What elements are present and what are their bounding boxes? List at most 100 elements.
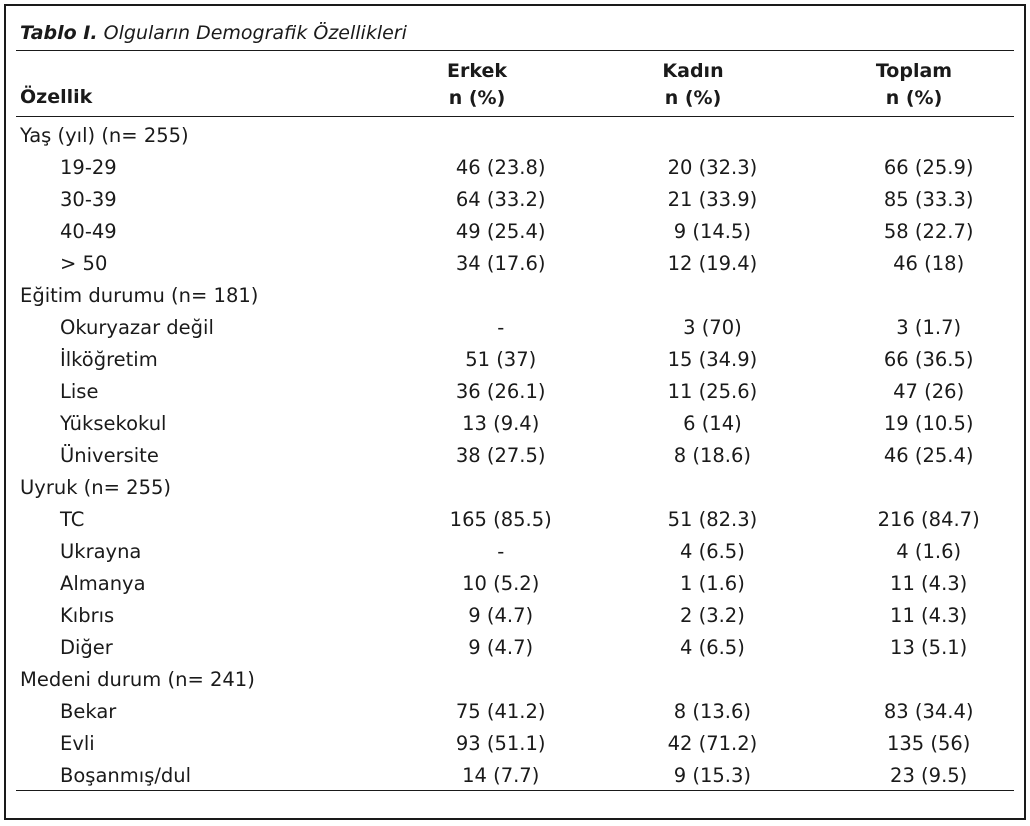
header-male-unit: n (%) <box>448 87 506 109</box>
value-male: - <box>497 539 505 563</box>
header-total-unit: n (%) <box>885 87 943 109</box>
row-label: Evli <box>60 731 95 755</box>
value-total <box>833 471 1024 503</box>
table-row: Lise 36 (26.1) 11 (25.6) 47 (26) <box>16 375 1024 407</box>
value-female: 51 (82.3) <box>667 507 758 531</box>
table-frame: Tablo I. Olguların Demografik Özellikler… <box>4 4 1026 820</box>
value-total: 19 (10.5) <box>883 411 974 435</box>
table-row: TC 165 (85.5) 51 (82.3) 216 (84.7) <box>16 503 1024 535</box>
table-group-row: Yaş (yıl) (n= 255) <box>16 119 1024 151</box>
value-total: 4 (1.6) <box>896 539 962 563</box>
value-male: 75 (41.2) <box>455 699 546 723</box>
column-gap <box>596 183 610 215</box>
group-label: Uyruk (n= 255) <box>20 475 172 499</box>
row-label: Yüksekokul <box>60 411 167 435</box>
value-total <box>833 119 1024 151</box>
row-label: Ukrayna <box>60 539 142 563</box>
row-label: Bekar <box>60 699 117 723</box>
value-total: 23 (9.5) <box>890 763 968 787</box>
table-row: Ukrayna - 4 (6.5) 4 (1.6) <box>16 535 1024 567</box>
value-total: 46 (25.4) <box>883 443 974 467</box>
table-row: Yüksekokul 13 (9.4) 6 (14) 19 (10.5) <box>16 407 1024 439</box>
column-gap <box>596 439 610 471</box>
value-total: 11 (4.3) <box>890 603 968 627</box>
column-gap <box>596 247 610 279</box>
table-row: Evli 93 (51.1) 42 (71.2) 135 (56) <box>16 727 1024 759</box>
column-gap <box>814 279 833 311</box>
column-gap <box>814 151 833 183</box>
column-gap <box>814 759 833 791</box>
header-total: Toplam n (%) <box>814 58 1014 112</box>
header-male: Erkek n (%) <box>377 58 577 112</box>
value-female: 12 (19.4) <box>667 251 758 275</box>
value-male <box>405 471 596 503</box>
table-row: Okuryazar değil - 3 (70) 3 (1.7) <box>16 311 1024 343</box>
column-gap <box>596 407 610 439</box>
table-group-row: Uyruk (n= 255) <box>16 471 1024 503</box>
table-row: 19-29 46 (23.8) 20 (32.3) 66 (25.9) <box>16 151 1024 183</box>
demographics-table: Yaş (yıl) (n= 255) 19-29 46 (23.8) 20 (32.3… <box>16 119 1024 791</box>
value-male: 38 (27.5) <box>455 443 546 467</box>
column-gap <box>596 727 610 759</box>
row-label: Almanya <box>60 571 146 595</box>
header-female-unit: n (%) <box>664 87 722 109</box>
value-male: 49 (25.4) <box>455 219 546 243</box>
value-female: 9 (15.3) <box>673 763 752 787</box>
column-gap <box>596 535 610 567</box>
column-gap <box>814 407 833 439</box>
table-row: > 50 34 (17.6) 12 (19.4) 46 (18) <box>16 247 1024 279</box>
value-female: 21 (33.9) <box>667 187 758 211</box>
row-label: Okuryazar değil <box>60 315 214 339</box>
caption-title: Olguların Demografik Özellikleri <box>97 22 407 44</box>
column-gap <box>814 247 833 279</box>
value-male: 64 (33.2) <box>455 187 546 211</box>
column-gap <box>814 503 833 535</box>
row-label: İlköğretim <box>60 347 158 371</box>
value-male: 51 (37) <box>465 347 537 371</box>
value-male <box>405 119 596 151</box>
column-gap <box>814 663 833 695</box>
column-gap <box>596 279 610 311</box>
row-label: Kıbrıs <box>60 603 115 627</box>
row-label: 30-39 <box>60 187 117 211</box>
header-total-title: Toplam <box>875 60 953 82</box>
table-row: Boşanmış/dul 14 (7.7) 9 (15.3) 23 (9.5) <box>16 759 1024 791</box>
value-total: 11 (4.3) <box>890 571 968 595</box>
value-total: 3 (1.7) <box>896 315 962 339</box>
group-label: Eğitim durumu (n= 181) <box>20 283 259 307</box>
column-gap <box>596 311 610 343</box>
value-female: 4 (6.5) <box>679 539 745 563</box>
column-gap <box>596 759 610 791</box>
column-gap <box>814 343 833 375</box>
column-gap <box>814 183 833 215</box>
caption-label: Tablo I. <box>20 22 98 44</box>
value-total: 85 (33.3) <box>883 187 974 211</box>
column-gap <box>814 695 833 727</box>
column-gap <box>596 631 610 663</box>
header-female-title: Kadın <box>662 60 724 82</box>
header-male-title: Erkek <box>447 60 507 82</box>
value-female: 20 (32.3) <box>667 155 758 179</box>
value-total: 47 (26) <box>893 379 965 403</box>
value-total <box>833 663 1024 695</box>
value-female <box>610 119 814 151</box>
value-male: 93 (51.1) <box>455 731 546 755</box>
column-gap <box>814 439 833 471</box>
column-gap <box>596 599 610 631</box>
column-gap <box>596 343 610 375</box>
row-label: Boşanmış/dul <box>60 763 192 787</box>
column-gap <box>814 375 833 407</box>
value-female: 2 (3.2) <box>679 603 745 627</box>
value-female: 3 (70) <box>683 315 742 339</box>
value-total: 216 (84.7) <box>877 507 980 531</box>
value-female: 15 (34.9) <box>667 347 758 371</box>
column-gap <box>596 375 610 407</box>
value-male <box>405 663 596 695</box>
value-female: 4 (6.5) <box>679 635 745 659</box>
group-label: Yaş (yıl) (n= 255) <box>20 123 189 147</box>
column-gap <box>814 631 833 663</box>
column-gap <box>814 311 833 343</box>
column-gap <box>596 215 610 247</box>
row-label: Üniversite <box>60 443 159 467</box>
row-label: TC <box>60 507 85 531</box>
